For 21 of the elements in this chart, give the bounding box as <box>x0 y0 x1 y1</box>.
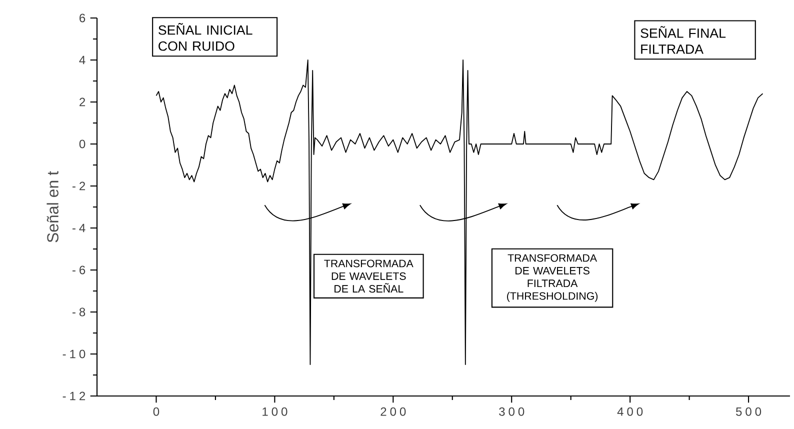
x-tick-label: 0 <box>153 407 160 416</box>
y-tick-label: - 4 <box>72 224 86 232</box>
annotation: SEÑAL INICIAL CON RUIDO <box>158 22 252 51</box>
y-tick-label: - 6 <box>72 266 86 274</box>
x-tick-label: 2 0 0 <box>380 407 406 416</box>
annotation: TRANSFORMADA DE WAVELETS DE LA SEÑAL <box>324 260 414 293</box>
x-tick-label: 4 0 0 <box>617 407 643 416</box>
y-tick-label: - 8 <box>72 308 86 316</box>
x-tick-label: 5 0 0 <box>736 407 762 416</box>
y-tick-label: - 1 0 <box>62 350 86 358</box>
y-tick-label: - 2 <box>72 182 86 190</box>
annotation: TRANSFORMADA DE WAVELETS FILTRADA (THRESHOLDING) <box>507 254 598 302</box>
y-tick-label: - 1 2 <box>62 392 86 400</box>
annotation: SEÑAL FINAL FILTRADA <box>640 26 726 54</box>
x-tick-label: 3 0 0 <box>499 407 524 416</box>
y-tick-label: 0 <box>79 140 86 148</box>
y-tick-label: 2 <box>80 98 86 106</box>
y-axis-title: Señal en t <box>46 171 58 242</box>
x-tick-label: 1 0 0 <box>262 407 288 416</box>
y-tick-label: 6 <box>80 14 86 22</box>
y-tick-label: 4 <box>79 56 86 64</box>
